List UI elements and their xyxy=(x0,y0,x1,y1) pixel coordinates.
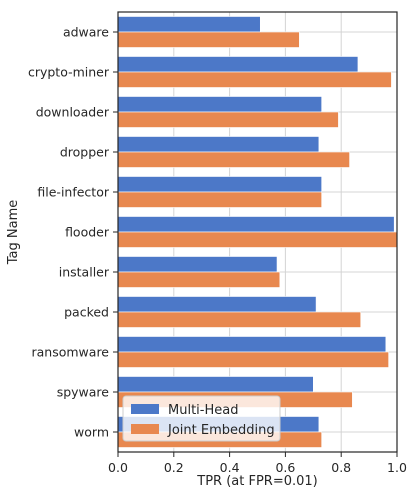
x-tick-label: 0.2 xyxy=(164,460,184,475)
bar-spyware-multi-head xyxy=(117,376,314,393)
bar-downloader-multi-head xyxy=(117,96,322,113)
y-tick-label: adware xyxy=(63,25,109,40)
bar-file-infector-joint-embedding xyxy=(117,191,322,208)
x-tick-label: 0.6 xyxy=(275,460,295,475)
legend-label: Joint Embedding xyxy=(167,423,275,438)
bar-flooder-multi-head xyxy=(117,216,395,233)
bar-adware-multi-head xyxy=(117,16,261,33)
y-tick-label: packed xyxy=(64,305,109,320)
bar-packed-multi-head xyxy=(117,296,317,313)
legend-label: Multi-Head xyxy=(168,403,238,418)
x-tick-label: 0.8 xyxy=(331,460,351,475)
bar-packed-joint-embedding xyxy=(117,311,362,328)
bar-file-infector-multi-head xyxy=(117,176,322,193)
x-axis-ticks: 0.0 0.2 0.4 0.6 0.8 1.0 xyxy=(108,452,407,475)
bar-ransomware-joint-embedding xyxy=(117,351,389,368)
bar-ransomware-multi-head xyxy=(117,336,387,353)
y-tick-label: flooder xyxy=(65,225,110,240)
y-tick-label: worm xyxy=(74,425,109,440)
x-tick-label: 0.0 xyxy=(108,460,128,475)
y-axis-ticks: adware crypto-miner downloader dropper file-… xyxy=(28,25,118,440)
bar-dropper-joint-embedding xyxy=(117,151,350,168)
bar-marks xyxy=(117,16,398,448)
legend: Multi-Head Joint Embedding xyxy=(122,395,281,442)
bar-dropper-multi-head xyxy=(117,136,320,153)
bar-installer-joint-embedding xyxy=(117,271,281,288)
y-tick-label: spyware xyxy=(57,385,110,400)
legend-box xyxy=(122,395,281,442)
bar-crypto-miner-joint-embedding xyxy=(117,71,392,88)
x-tick-label: 1.0 xyxy=(387,460,407,475)
legend-swatch xyxy=(131,424,159,434)
y-tick-label: file-infector xyxy=(37,185,109,200)
y-tick-label: downloader xyxy=(36,105,110,120)
bar-installer-multi-head xyxy=(117,256,278,273)
bar-adware-joint-embedding xyxy=(117,31,300,48)
y-tick-label: crypto-miner xyxy=(28,65,110,80)
x-tick-label: 0.4 xyxy=(220,460,240,475)
x-axis-title: TPR (at FPR=0.01) xyxy=(196,474,317,489)
y-axis-title: Tag Name xyxy=(6,200,21,266)
bar-crypto-miner-multi-head xyxy=(117,56,359,73)
y-tick-label: ransomware xyxy=(32,345,110,360)
y-tick-label: installer xyxy=(59,265,110,280)
legend-swatch xyxy=(131,404,159,414)
bar-flooder-joint-embedding xyxy=(117,231,398,248)
bar-downloader-joint-embedding xyxy=(117,111,339,128)
y-tick-label: dropper xyxy=(60,145,110,160)
